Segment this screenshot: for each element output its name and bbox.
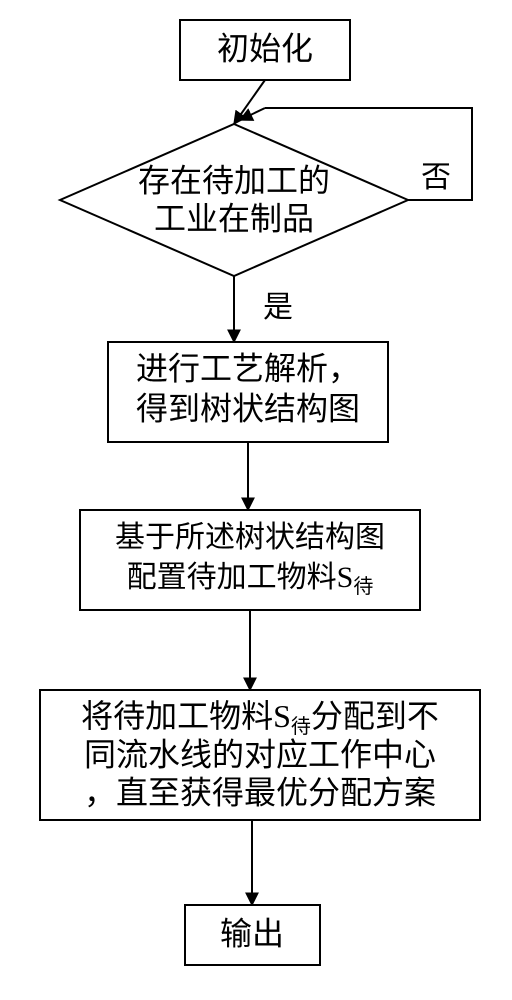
edge-init-to-decision — [234, 80, 265, 124]
node-config-line2: 配置待加工物料S待 — [127, 561, 374, 598]
node-init-label: 初始化 — [217, 30, 313, 66]
node-decision-line2: 工业在制品 — [154, 200, 314, 236]
node-output-label: 输出 — [220, 915, 284, 951]
label-no: 否 — [421, 161, 451, 194]
node-decision-line1: 存在待加工的 — [138, 162, 330, 198]
node-parse-line2: 得到树状结构图 — [136, 390, 360, 426]
node-assign-line1: 将待加工物料S待分配到不 — [81, 698, 439, 737]
label-yes: 是 — [263, 291, 293, 324]
node-parse-line1: 进行工艺解析， — [136, 350, 360, 386]
node-config-line1: 基于所述树状结构图 — [115, 521, 385, 554]
node-assign-line2: 同流水线的对应工作中心 — [84, 736, 436, 772]
node-assign-line3: ，直至获得最优分配方案 — [84, 774, 436, 810]
